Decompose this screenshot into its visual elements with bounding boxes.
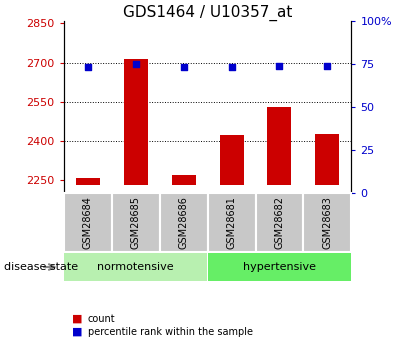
Text: ■: ■ — [72, 327, 83, 337]
Text: count: count — [88, 314, 115, 324]
Title: GDS1464 / U10357_at: GDS1464 / U10357_at — [123, 4, 292, 21]
Text: GSM28685: GSM28685 — [131, 196, 141, 249]
Bar — [208, 253, 351, 281]
Point — [180, 65, 187, 70]
Bar — [268, 107, 291, 185]
Text: GSM28682: GSM28682 — [275, 196, 284, 249]
Bar — [172, 175, 196, 185]
Text: GSM28681: GSM28681 — [226, 196, 236, 249]
Bar — [208, 193, 256, 252]
Text: percentile rank within the sample: percentile rank within the sample — [88, 327, 252, 337]
Point — [276, 63, 283, 68]
Text: GSM28686: GSM28686 — [179, 196, 189, 249]
Bar — [64, 253, 207, 281]
Bar — [124, 59, 148, 185]
Bar — [256, 193, 303, 252]
Text: GSM28684: GSM28684 — [83, 196, 92, 249]
Bar — [315, 135, 339, 185]
Bar — [159, 193, 208, 252]
Bar — [303, 193, 351, 252]
Bar — [112, 193, 159, 252]
Bar — [64, 193, 112, 252]
Point — [228, 65, 235, 70]
Text: hypertensive: hypertensive — [243, 262, 316, 272]
Point — [84, 65, 91, 70]
Bar — [219, 135, 243, 185]
Point — [324, 63, 331, 68]
Text: GSM28683: GSM28683 — [323, 196, 332, 249]
Text: disease state: disease state — [4, 262, 78, 272]
Bar — [76, 178, 100, 185]
Text: normotensive: normotensive — [97, 262, 174, 272]
Point — [132, 61, 139, 67]
Text: ■: ■ — [72, 314, 83, 324]
